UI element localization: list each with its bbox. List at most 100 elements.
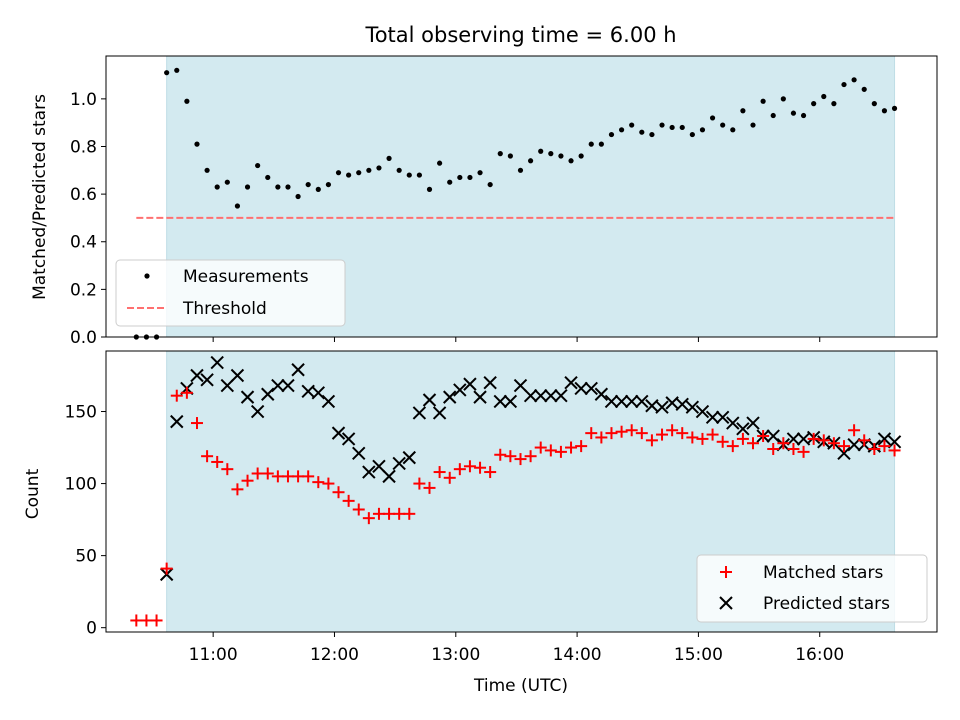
measurement-point — [770, 112, 776, 119]
predicted-star-point — [544, 388, 558, 403]
predicted-star-point — [443, 390, 457, 404]
measurement-point — [467, 174, 473, 181]
measurement-point — [437, 160, 443, 166]
matched-star-point — [585, 427, 598, 440]
bottom-legend-box — [696, 554, 928, 623]
predicted-star-point — [695, 404, 710, 419]
matched-star-point — [858, 434, 871, 447]
top-y-tick-label: 0.6 — [70, 185, 97, 205]
matched-star-point — [615, 425, 628, 438]
measurement-point — [416, 172, 422, 178]
top-axes-frame — [105, 55, 938, 338]
bottom-axes-frame — [105, 350, 938, 633]
measurement-point — [406, 172, 412, 178]
x-tick-label: 14:00 — [553, 645, 602, 665]
matched-star-point — [645, 434, 658, 447]
measurement-point — [244, 184, 251, 190]
measurement-point — [356, 170, 362, 176]
predicted-star-point — [412, 406, 427, 420]
predicted-star-point — [766, 429, 780, 443]
measurement-point — [527, 158, 534, 164]
x-tick-label: 13:00 — [431, 645, 480, 665]
matched-star-point — [888, 444, 901, 457]
top-panel: Total observing time = 6.00 h 0.00.20.40… — [30, 23, 938, 348]
measurement-point — [891, 105, 898, 111]
matched-star-point — [251, 467, 264, 480]
measurement-point — [265, 174, 271, 181]
bottom-y-ticks: 0 50 100 150 — [65, 403, 106, 639]
measurement-point — [477, 170, 483, 176]
matched-star-point — [837, 440, 850, 453]
matched-star-point — [463, 460, 476, 473]
matched-star-point — [686, 431, 699, 444]
matched-star-point — [767, 442, 780, 455]
measurement-point — [750, 122, 756, 128]
predicted-star-point — [594, 387, 609, 401]
bottom-predicted-stars — [159, 355, 902, 582]
measurement-point — [669, 124, 675, 131]
predicted-star-point — [503, 394, 518, 409]
predicted-star-point — [473, 390, 487, 404]
measurement-point — [325, 181, 332, 188]
predicted-star-point — [786, 432, 801, 446]
x-tick-label: 16:00 — [795, 645, 844, 665]
matched-star-point — [524, 450, 537, 463]
measurement-point — [608, 131, 615, 138]
top-y-tick-label: 1.0 — [70, 90, 97, 110]
predicted-star-point — [210, 355, 224, 370]
matched-star-point — [666, 424, 679, 437]
predicted-star-point — [584, 381, 598, 396]
matched-star-point — [736, 432, 749, 445]
measurement-point — [517, 167, 524, 173]
measurement-point — [507, 153, 513, 159]
measurement-point — [295, 193, 301, 200]
top-x-ticks — [212, 337, 821, 342]
measurement-point — [689, 131, 695, 138]
measurement-point — [679, 124, 685, 131]
matched-star-point — [322, 477, 335, 490]
predicted-star-point — [483, 375, 497, 390]
measurement-point — [255, 162, 261, 169]
predicted-star-point — [736, 422, 750, 436]
x-tick-label: 12:00 — [310, 645, 359, 665]
legend-predicted-marker — [719, 596, 733, 610]
predicted-star-point — [624, 394, 639, 409]
matched-star-point — [625, 424, 638, 437]
matched-star-point — [878, 440, 891, 453]
predicted-star-point — [352, 446, 366, 461]
bottom-y-tick-label: 100 — [65, 475, 97, 495]
x-axis-label: Time (UTC) — [473, 676, 568, 696]
predicted-star-point — [493, 394, 507, 409]
predicted-star-point — [250, 404, 265, 419]
matched-star-point — [868, 442, 881, 455]
measurement-point — [709, 115, 716, 121]
measurement-point — [487, 181, 493, 188]
bottom-panel: 0 50 100 150 11:00 12:00 13:00 14:00 15:00 16:00… — [23, 350, 938, 696]
measurement-point — [740, 108, 746, 114]
measurement-point — [790, 110, 797, 116]
bottom-y-tick-label: 150 — [65, 403, 97, 423]
predicted-star-point — [200, 373, 214, 387]
matched-star-point — [150, 614, 163, 627]
predicted-star-point — [534, 388, 548, 403]
measurement-point — [457, 174, 463, 181]
top-y-axis-label: Matched/Predicted stars — [30, 94, 50, 300]
legend-matched-marker — [720, 566, 732, 578]
matched-star-point — [817, 434, 830, 447]
matched-star-point — [696, 432, 709, 445]
bottom-matched-stars — [130, 386, 901, 627]
top-measurements — [133, 67, 898, 340]
matched-star-point — [211, 455, 224, 468]
predicted-star-point — [311, 386, 326, 400]
predicted-star-point — [331, 426, 346, 440]
predicted-star-point — [574, 381, 588, 396]
measurement-point — [699, 127, 706, 133]
top-y-tick-label: 0.8 — [70, 137, 97, 157]
predicted-star-point — [655, 400, 669, 414]
predicted-star-point — [513, 378, 528, 393]
matched-star-point — [716, 435, 729, 448]
predicted-star-point — [230, 368, 245, 383]
matched-star-point — [312, 476, 325, 489]
legend-threshold-label: Threshold — [182, 299, 267, 319]
matched-star-point — [403, 507, 416, 520]
